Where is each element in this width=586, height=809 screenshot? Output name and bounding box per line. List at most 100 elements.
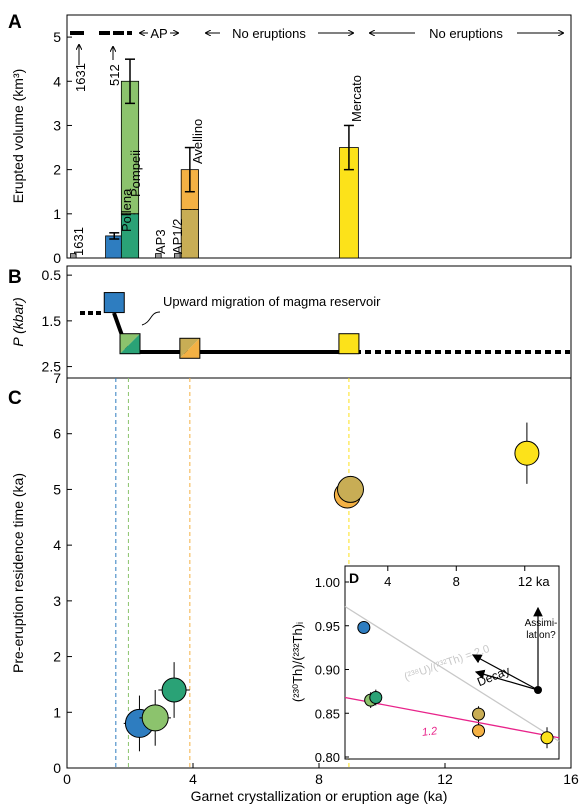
- b-marker-frame-2: [179, 337, 201, 359]
- d-point-4: [472, 724, 486, 738]
- b-marker-3: [338, 333, 360, 355]
- panel-b: 0.5 1.5 2.5 P (kbar) Upward migration of m…: [10, 265, 572, 379]
- panel-b-frame: [66, 265, 572, 379]
- d-ytick-label-0: 0.80: [315, 750, 340, 765]
- d-xtick-label-0: 4: [384, 574, 391, 589]
- c-point-1: [141, 704, 169, 732]
- a-bar-3: [155, 253, 162, 259]
- c-ytick-label-2: 2: [53, 649, 61, 665]
- c-ytick-label-5: 5: [53, 481, 61, 497]
- panel-b-label: B: [8, 267, 22, 288]
- b-annotation: Upward migration of magma reservoir: [163, 294, 381, 309]
- c-xtick-label-3: 12: [437, 771, 453, 787]
- b-ytick-label-1: 1.5: [42, 313, 62, 329]
- d-point-0: [357, 621, 371, 634]
- panel-d-frame: [344, 565, 560, 760]
- b-ytick-label-0: 0.5: [42, 267, 62, 283]
- d-line-0: [344, 605, 560, 742]
- label-1631-top: 1631: [73, 63, 88, 92]
- panel-d: D 0.80 0.85 0.90 0.95 1.00 4 8 12 ka (²³⁰Th)/(²…: [290, 565, 560, 765]
- c-xtick-label-4: 16: [563, 771, 579, 787]
- c-ytick-label-3: 3: [53, 593, 61, 609]
- label-1631-bottom: 1631: [71, 227, 86, 256]
- c-ytick-label-4: 4: [53, 537, 61, 553]
- label-avellino: Avellino: [190, 119, 205, 164]
- a-ytick-label-2: 2: [53, 162, 61, 178]
- panel-c-label: C: [8, 388, 22, 409]
- a-ytick-label-5: 5: [53, 29, 61, 45]
- label-ap12: AP1/2: [170, 219, 185, 254]
- d-source-point: [534, 686, 542, 694]
- a-ytick-label-1: 1: [53, 206, 61, 222]
- panel-a-y-label: Erupted volume (km³): [10, 69, 26, 204]
- a-ytick-label-3: 3: [53, 117, 61, 133]
- d-assim-label-2: lation?: [526, 630, 556, 641]
- panel-c-points: [123, 422, 540, 752]
- panel-b-y-axis: 0.5 1.5 2.5: [42, 267, 72, 375]
- b-marker-0: [103, 292, 125, 314]
- a-bar-0: [70, 253, 77, 259]
- label-ap: AP: [150, 26, 167, 41]
- ap-mask: [148, 25, 170, 41]
- panel-a-y-axis: 0 1 2 3 4 5: [53, 29, 72, 266]
- d-ytick-label-1: 0.85: [315, 706, 340, 721]
- d-point-3: [472, 707, 486, 721]
- c-xtick-label-1: 4: [189, 771, 197, 787]
- d-decay-arrow-1: [471, 654, 539, 691]
- c-point-2: [161, 677, 187, 703]
- d-point-5: [540, 731, 554, 745]
- b-annotation-leader: [141, 311, 161, 326]
- c-xtick-label-0: 0: [63, 771, 71, 787]
- d-ytick-label-4: 1.00: [315, 575, 340, 590]
- label-mercato: Mercato: [349, 75, 364, 122]
- b-ytick-label-2: 2.5: [42, 359, 62, 375]
- c-ytick-label-6: 6: [53, 426, 61, 442]
- c-point-4: [337, 475, 364, 503]
- panel-d-label: D: [349, 570, 359, 586]
- c-point-5: [514, 440, 540, 466]
- c-ytick-label-1: 1: [53, 704, 61, 720]
- b-marker-half-b-1: [120, 333, 140, 354]
- label-pollena: Pollena: [119, 188, 134, 232]
- a-ytick-label-4: 4: [53, 73, 61, 89]
- d-xtick-label-1: 8: [453, 574, 460, 589]
- c-ytick-label-0: 0: [53, 760, 61, 776]
- d-decay-arrow-2: [474, 669, 539, 691]
- label-512: 512: [107, 64, 122, 86]
- panel-c-y-label: Pre-eruption residence time (ka): [10, 473, 26, 673]
- d-arrows: Decay Assimi- lation?: [471, 606, 558, 694]
- panel-a-label: A: [8, 12, 22, 33]
- c-xtick-label-2: 8: [315, 771, 323, 787]
- panel-a-bars: [70, 58, 359, 259]
- a-ytick-label-0: 0: [53, 250, 61, 266]
- d-ytick-label-2: 0.90: [315, 663, 340, 678]
- panel-a-frame: [66, 14, 572, 259]
- panel-d-axes: 0.80 0.85 0.90 0.95 1.00 4 8 12 ka: [315, 566, 551, 765]
- b-marker-frame-1: [119, 333, 141, 355]
- panel-d-y-label: (²³⁰Th)/(²³²Th)ᵢ: [290, 622, 305, 702]
- label-pompeii: Pompeii: [128, 150, 143, 197]
- panel-b-y-label: P (kbar): [10, 297, 26, 346]
- panel-c-x-label: Garnet crystallization or eruption age (…: [191, 788, 448, 804]
- c-ytick-label-7: 7: [53, 370, 61, 386]
- panel-b-markers: [103, 292, 360, 359]
- panel-d-points: [357, 621, 554, 749]
- d-xtick-label-2: 12 ka: [518, 574, 551, 589]
- d-assim-label-1: Assimi-: [525, 618, 558, 629]
- d-line-1: [344, 696, 560, 739]
- a-bar-4: [174, 253, 181, 259]
- d-line-12-label: 1.2: [421, 725, 438, 739]
- panel-d-lines: [344, 605, 560, 742]
- d-point-2: [369, 691, 383, 704]
- label-no-eruptions-2: No eruptions: [429, 26, 503, 41]
- b-marker-half-b-2: [179, 338, 200, 359]
- d-ytick-label-3: 0.95: [315, 619, 340, 634]
- label-ap3: AP3: [153, 229, 168, 254]
- no-eruptions-2-mask: [415, 25, 517, 41]
- no-eruptions-1-mask: [220, 25, 318, 41]
- label-no-eruptions-1: No eruptions: [232, 26, 306, 41]
